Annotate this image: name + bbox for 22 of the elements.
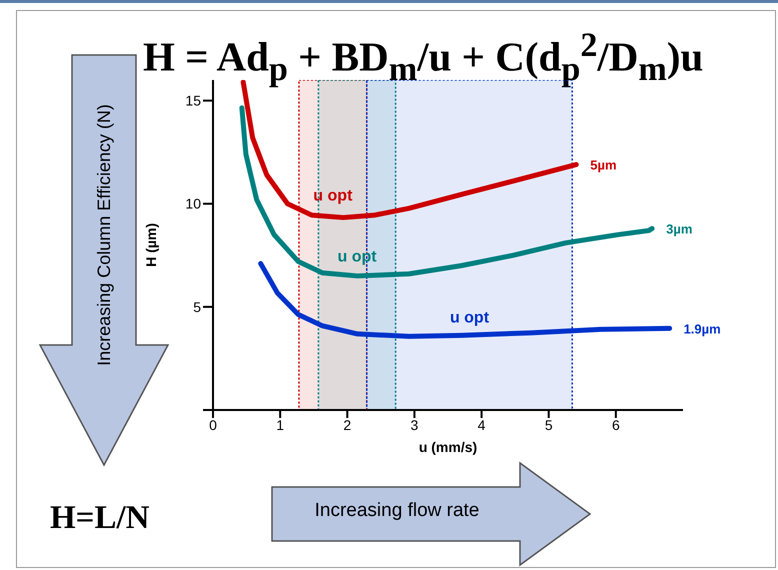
text: Increasing flow rate	[314, 500, 480, 522]
band-label: u opt	[313, 187, 354, 204]
y-tick-label: 10	[185, 196, 202, 212]
y-axis-title: H (µm)	[142, 223, 159, 267]
band-label: u opt	[337, 248, 378, 266]
series-label: 3µm	[666, 222, 692, 236]
x-tick-label: 5	[544, 416, 553, 433]
x-tick-label: 2	[343, 416, 352, 433]
text: Increasing Column Efficiency (N)	[93, 103, 115, 368]
x-axis-title: u (mm/s)	[418, 439, 478, 455]
x-tick-label: 6	[612, 416, 620, 433]
y-tick-label: 5	[193, 298, 202, 315]
x-tick-label: 3	[410, 416, 419, 433]
text: H=L/N	[50, 500, 150, 537]
y-tick-label: 15	[185, 92, 202, 109]
series-label: 5µm	[590, 158, 617, 173]
band-label: u opt	[450, 309, 490, 326]
x-tick-label: 1	[276, 416, 284, 433]
chart-title: H = Ad$_{p}$ + BD$_{m}$/u + C(d$_{p}$$^{2}$/D$_{m}$)u	[143, 27, 704, 88]
series-label: 1.9µm	[684, 321, 721, 336]
x-tick-label: 4	[478, 416, 486, 433]
x-tick-label: 0	[209, 416, 218, 433]
